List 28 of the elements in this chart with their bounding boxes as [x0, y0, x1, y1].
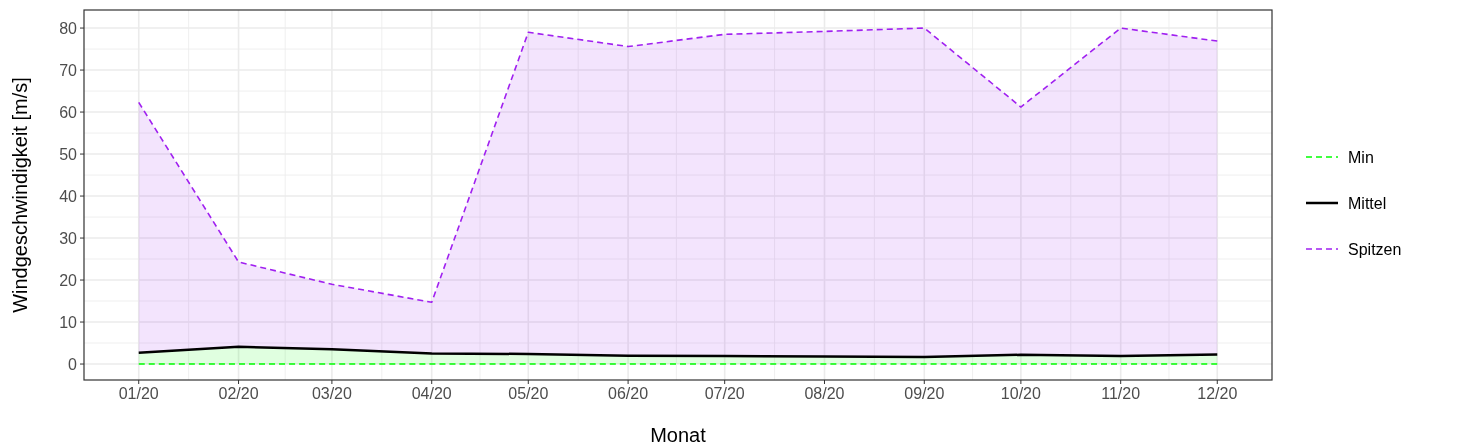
line-series: [137, 345, 1219, 359]
x-tick-label: 10/20: [1000, 385, 1041, 402]
x-tick-label: 05/20: [508, 385, 549, 402]
y-axis-title: Windgeschwindigkeit [m/s]: [9, 77, 31, 313]
x-tick-label: 08/20: [804, 385, 845, 402]
line-series: [137, 27, 1219, 304]
y-tick-label: 50: [59, 145, 78, 163]
y-tick-label: 0: [68, 355, 78, 373]
x-tick-label: 11/20: [1101, 385, 1141, 402]
y-tick-label: 10: [59, 313, 78, 331]
y-tick-label: 20: [59, 271, 78, 289]
x-tick-label: 04/20: [411, 385, 452, 402]
x-tick-label: 12/20: [1197, 385, 1238, 402]
legend-label: Spitzen: [1348, 241, 1402, 258]
x-tick-label: 01/20: [118, 385, 159, 402]
x-tick-label: 03/20: [311, 385, 353, 402]
x-tick-label: 07/20: [704, 385, 745, 402]
x-tick-label: 09/20: [904, 385, 945, 402]
y-tick-label: 30: [59, 229, 78, 247]
y-tick-label: 40: [59, 187, 78, 205]
legend-label: Mittel: [1348, 195, 1387, 212]
x-axis-title: Monat: [650, 424, 707, 446]
x-tick-label: 06/20: [608, 385, 649, 402]
x-tick-label: 02/20: [218, 385, 259, 402]
y-tick-label: 60: [59, 103, 78, 121]
legend-label: Min: [1348, 149, 1374, 166]
y-tick-label: 80: [59, 19, 78, 37]
y-tick-label: 70: [59, 61, 78, 79]
